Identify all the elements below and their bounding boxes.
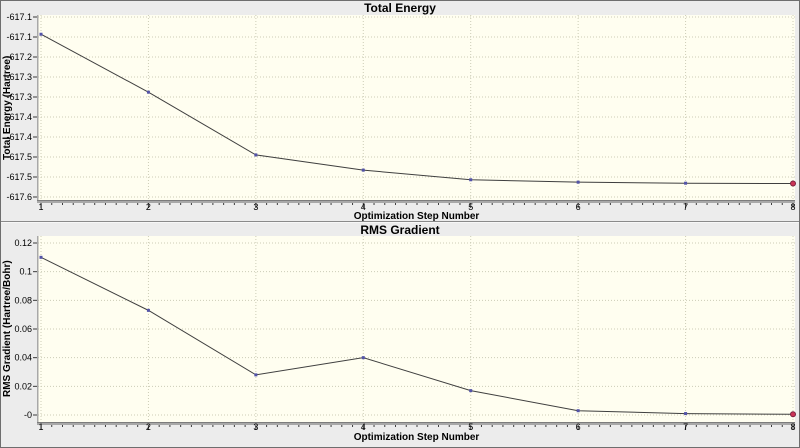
total-energy-panel: -617.1 -617.1 -617.2 -617.3 -617.3 -617.4 -617… xyxy=(1,1,799,222)
x-axis-label-step-number: Optimization Step Number xyxy=(353,432,480,443)
y-tick-label: -617.3 xyxy=(6,72,32,82)
y-tick-label: 0.06 xyxy=(14,324,32,334)
y-tick-label: 0.04 xyxy=(14,353,32,363)
total-energy-plot: -617.1 -617.1 -617.2 -617.3 -617.3 -617.4 -617… xyxy=(6,12,796,212)
data-point-marker[interactable] xyxy=(361,168,365,172)
data-point-marker[interactable] xyxy=(576,180,580,184)
y-tick-label: -0 xyxy=(24,410,32,420)
x-tick-label: 5 xyxy=(468,202,473,212)
y-tick-label: -617.4 xyxy=(6,112,32,122)
x-axis-line xyxy=(37,200,795,201)
x-axis-bar xyxy=(37,423,795,425)
x-tick-label: 2 xyxy=(146,202,151,212)
x-tick-label: 6 xyxy=(576,422,581,432)
data-point-marker[interactable] xyxy=(254,373,258,377)
y-tick-label: 0.1 xyxy=(19,267,32,277)
last-point-marker[interactable] xyxy=(790,411,796,418)
y-tick-label: -617.5 xyxy=(6,152,32,162)
x-axis-line xyxy=(37,422,795,423)
x-axis-label-step-number: Optimization Step Number xyxy=(353,211,480,222)
x-tick-label: 8 xyxy=(790,422,795,432)
plot-area xyxy=(38,15,795,200)
data-point-marker[interactable] xyxy=(39,32,43,36)
y-axis-label-rms-gradient: RMS Gradient (Hartree/Bohr) xyxy=(2,260,13,398)
data-point-marker[interactable] xyxy=(146,90,150,94)
chart-title-rms-gradient: RMS Gradient xyxy=(360,223,440,237)
y-tick-label: -617.4 xyxy=(6,132,32,142)
y-tick-label: -617.1 xyxy=(6,12,32,22)
series-line xyxy=(40,33,794,185)
y-tick-label: 0.02 xyxy=(14,381,32,391)
y-tick-label: 0.08 xyxy=(14,295,32,305)
x-tick-label: 3 xyxy=(253,202,258,212)
data-point-marker[interactable] xyxy=(39,255,43,259)
y-tick-label: -617.2 xyxy=(6,52,32,62)
data-point-marker[interactable] xyxy=(684,412,688,416)
y-tick-label: -617.6 xyxy=(6,192,32,202)
data-point-marker[interactable] xyxy=(146,308,150,312)
y-axis-line xyxy=(37,15,39,200)
y-tick-label: 0.12 xyxy=(14,238,32,248)
x-tick-label: 7 xyxy=(683,422,688,432)
x-tick-label: 8 xyxy=(790,202,795,212)
rms-gradient-panel: 0.12 0.1 0.08 0.06 0.04 0.02 -0 1 2 3 4 5 6 7 8 RMS Gr… xyxy=(1,223,799,447)
x-tick-label: 6 xyxy=(576,202,581,212)
x-tick-label: 3 xyxy=(253,422,258,432)
data-point-marker[interactable] xyxy=(469,178,473,182)
x-tick-label: 1 xyxy=(38,202,43,212)
data-point-marker[interactable] xyxy=(684,181,688,185)
chart-title-total-energy: Total Energy xyxy=(364,1,436,15)
x-tick-label: 4 xyxy=(361,202,366,212)
x-tick-label: 4 xyxy=(361,422,366,432)
data-point-marker[interactable] xyxy=(576,409,580,413)
y-tick-label: -617.1 xyxy=(6,32,32,42)
y-tick-label: -617.3 xyxy=(6,92,32,102)
y-axis-label-total-energy: Total Energy (Hartree) xyxy=(2,55,13,160)
panel-divider xyxy=(1,221,799,223)
x-tick-label: 1 xyxy=(38,422,43,432)
x-tick-label: 2 xyxy=(146,422,151,432)
x-tick-label: 7 xyxy=(683,202,688,212)
last-point-marker[interactable] xyxy=(790,180,796,187)
data-point-marker[interactable] xyxy=(469,389,473,393)
series-line xyxy=(40,256,794,415)
data-point-marker[interactable] xyxy=(254,153,258,157)
rms-gradient-plot: 0.12 0.1 0.08 0.06 0.04 0.02 -0 1 2 3 4 5 6 7 8 xyxy=(14,236,796,432)
y-tick-label: -617.5 xyxy=(6,172,32,182)
x-tick-label: 5 xyxy=(468,422,473,432)
x-axis-bar xyxy=(37,201,795,203)
y-axis-line xyxy=(37,236,39,422)
data-point-marker[interactable] xyxy=(361,356,365,360)
